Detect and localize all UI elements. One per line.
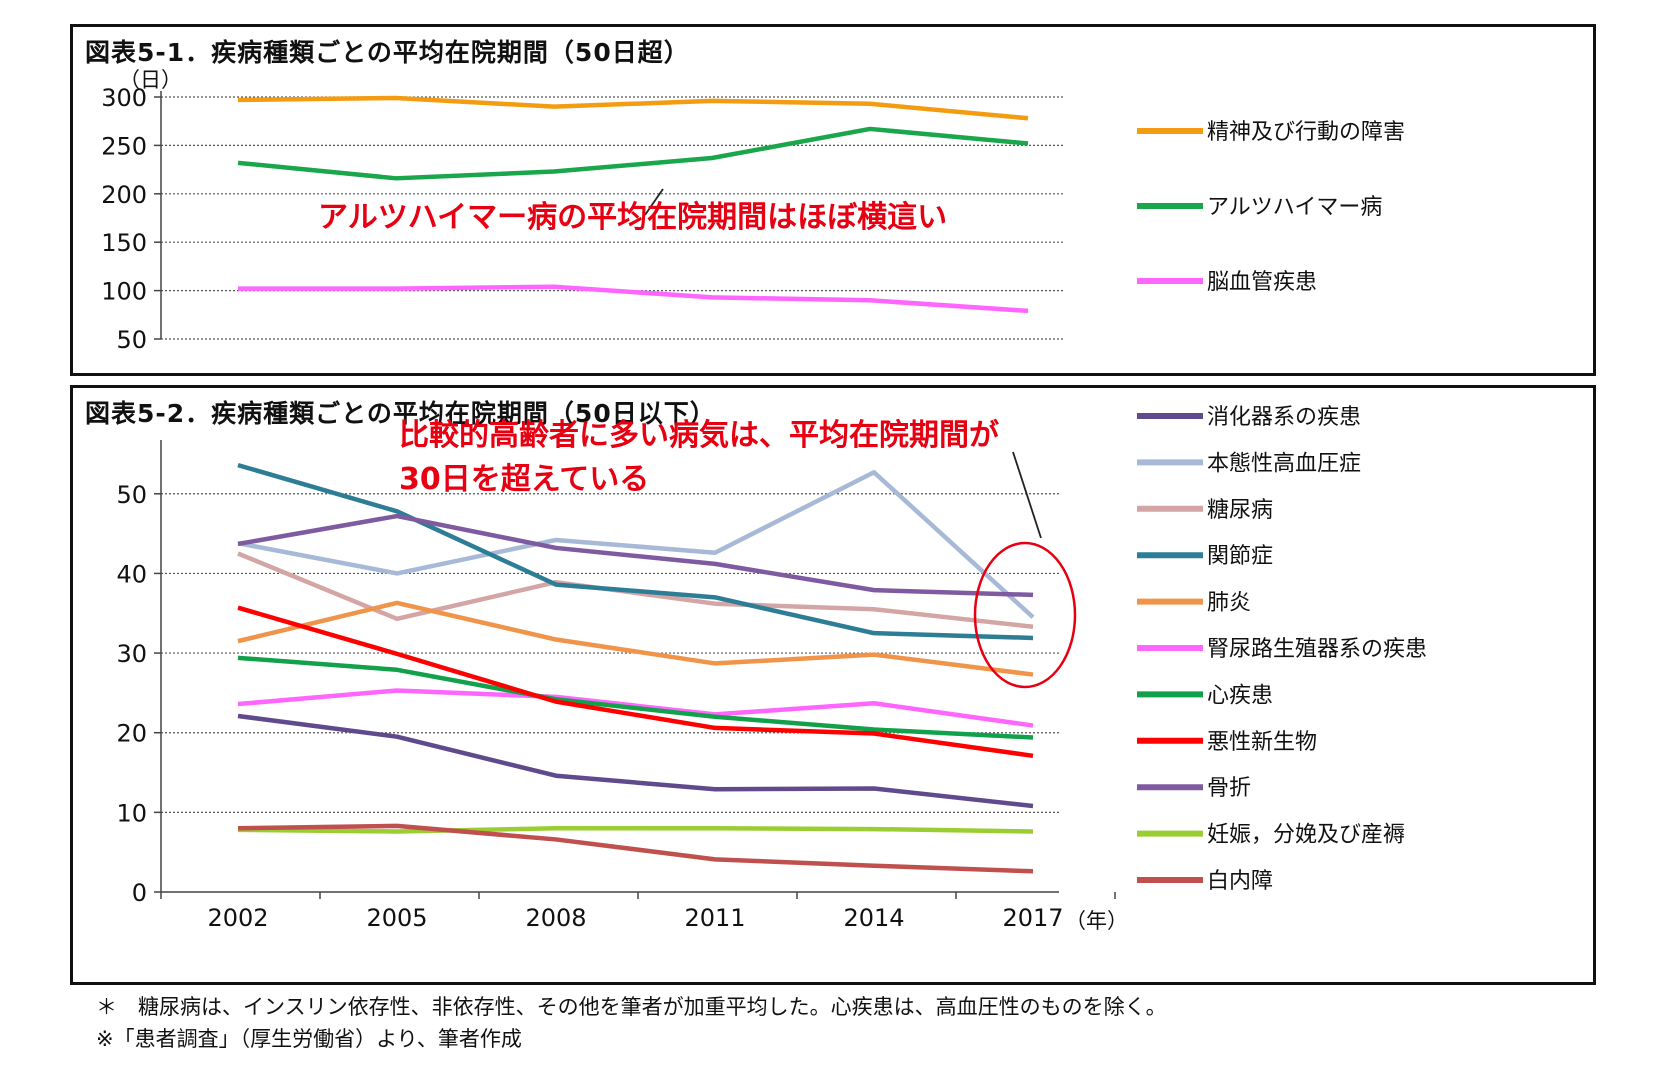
chart-2-legend-label-6: 腎尿路生殖器系の疾患 <box>1207 637 1427 662</box>
chart-1-y-tick-label: 150 <box>101 229 147 257</box>
chart-2-legend-label-4: 関節症 <box>1207 544 1273 569</box>
chart-2-legend-label-2: 本態性高血圧症 <box>1207 451 1361 476</box>
chart-2-series-line-7 <box>237 655 1034 740</box>
chart-1-y-tick-label: 200 <box>101 181 147 209</box>
chart-2-svg: 0 10 20 30 40 50 2002 2005 2008 2011 2014 2017 （年） 消化… <box>116 405 1427 933</box>
chart-2-x-tick-label: 2008 <box>525 904 586 932</box>
chart-1-y-tick-label: 100 <box>101 278 147 306</box>
chart-2-x-tick-label: 2017 <box>1002 904 1063 932</box>
chart-1-legend-label-2: アルツハイマー病 <box>1207 195 1382 220</box>
footnote-1: ＊ 糖尿病は、インスリン依存性、非依存性、その他を筆者が加重平均した。心疾患は、… <box>96 995 1167 1019</box>
chart-2-y-tick-label: 0 <box>132 879 147 907</box>
chart-2-annotation-line-2: 30日を超えている <box>399 462 649 497</box>
chart-2-legend-label-9: 骨折 <box>1207 776 1251 801</box>
chart-2-series-line-11 <box>237 823 1034 874</box>
chart-1-y-tick-label: 250 <box>101 132 147 160</box>
chart-2-x-axis-label: （年） <box>1065 909 1128 933</box>
chart-1-series-line-2 <box>237 126 1029 181</box>
chart-2-x-tick-label: 2005 <box>366 904 427 932</box>
chart-2-y-tick-label: 40 <box>116 560 147 588</box>
chart-1-legend-label-1: 精神及び行動の障害 <box>1207 120 1405 145</box>
chart-1-title: 図表5-1．疾病種類ごとの平均在院期間（50日超） <box>85 38 690 67</box>
chart-1-legend-label-3: 脳血管疾患 <box>1207 270 1317 295</box>
chart-2-series-line-6 <box>237 688 1034 728</box>
chart-2-series-line-4 <box>237 462 1034 641</box>
chart-1-svg: 50 100 150 200 250 300（日） 精神及び行動の障害アルツハイマー病脳血管… <box>101 68 1405 354</box>
chart-1-annotation-leader <box>644 188 664 216</box>
chart-2-x-tick-label: 2002 <box>207 904 268 932</box>
chart-2-y-tick-label: 10 <box>116 799 147 827</box>
footnote-2: ※「患者調査」（厚生労働省）より、筆者作成 <box>96 1027 522 1051</box>
chart-2-legend-label-3: 糖尿病 <box>1207 498 1273 523</box>
footnotes: ＊ 糖尿病は、インスリン依存性、非依存性、その他を筆者が加重平均した。心疾患は、… <box>96 991 1167 1055</box>
chart-2-y-tick-label: 30 <box>116 640 147 668</box>
chart-2-series-line-10 <box>237 826 1034 834</box>
chart-1-series-line-3 <box>238 284 1029 314</box>
chart-panel-1: 図表5-1．疾病種類ごとの平均在院期間（50日超） 50 100 150 200 250… <box>70 24 1596 376</box>
chart-2-y-tick-label: 20 <box>116 720 147 748</box>
chart-2-highlight-circle <box>973 541 1077 689</box>
chart-2-series-line-8 <box>237 605 1034 759</box>
chart-1-y-tick-label: 50 <box>116 326 147 354</box>
chart-1-y-axis-label: （日） <box>119 68 182 92</box>
chart-2-series-line-9 <box>237 513 1034 598</box>
chart-2-legend-label-11: 白内障 <box>1207 869 1273 894</box>
chart-1-y-tick-label: 300 <box>101 84 147 112</box>
chart-1-annotation: アルツハイマー病の平均在院期間はほぼ横這い <box>318 200 947 235</box>
chart-panel-2: 図表5-2．疾病種類ごとの平均在院期間（50日以下） 0 10 20 30 40 50 20… <box>70 385 1596 985</box>
chart-1-series-line-1 <box>237 95 1029 121</box>
chart-2-series-line-2 <box>237 470 1035 619</box>
chart-2-legend-label-8: 悪性新生物 <box>1207 730 1317 755</box>
chart-2-annotation-leader <box>1012 451 1042 539</box>
chart-2-legend-label-1: 消化器系の疾患 <box>1207 405 1361 430</box>
chart-2-legend-label-5: 肺炎 <box>1207 591 1251 616</box>
chart-2-x-tick-label: 2014 <box>843 904 904 932</box>
chart-2-series-line-5 <box>237 600 1034 677</box>
chart-2-y-tick-label: 50 <box>116 481 147 509</box>
chart-2-annotation-line-1: 比較的高齢者に多い病気は、平均在院期間が <box>399 418 999 453</box>
chart-2-title: 図表5-2．疾病種類ごとの平均在院期間（50日以下） <box>85 399 716 428</box>
chart-2-series-line-1 <box>237 713 1034 809</box>
chart-2-legend-label-10: 妊娠，分娩及び産褥 <box>1207 823 1405 848</box>
chart-2-x-tick-label: 2011 <box>684 904 745 932</box>
chart-2-legend-label-7: 心疾患 <box>1207 683 1273 708</box>
